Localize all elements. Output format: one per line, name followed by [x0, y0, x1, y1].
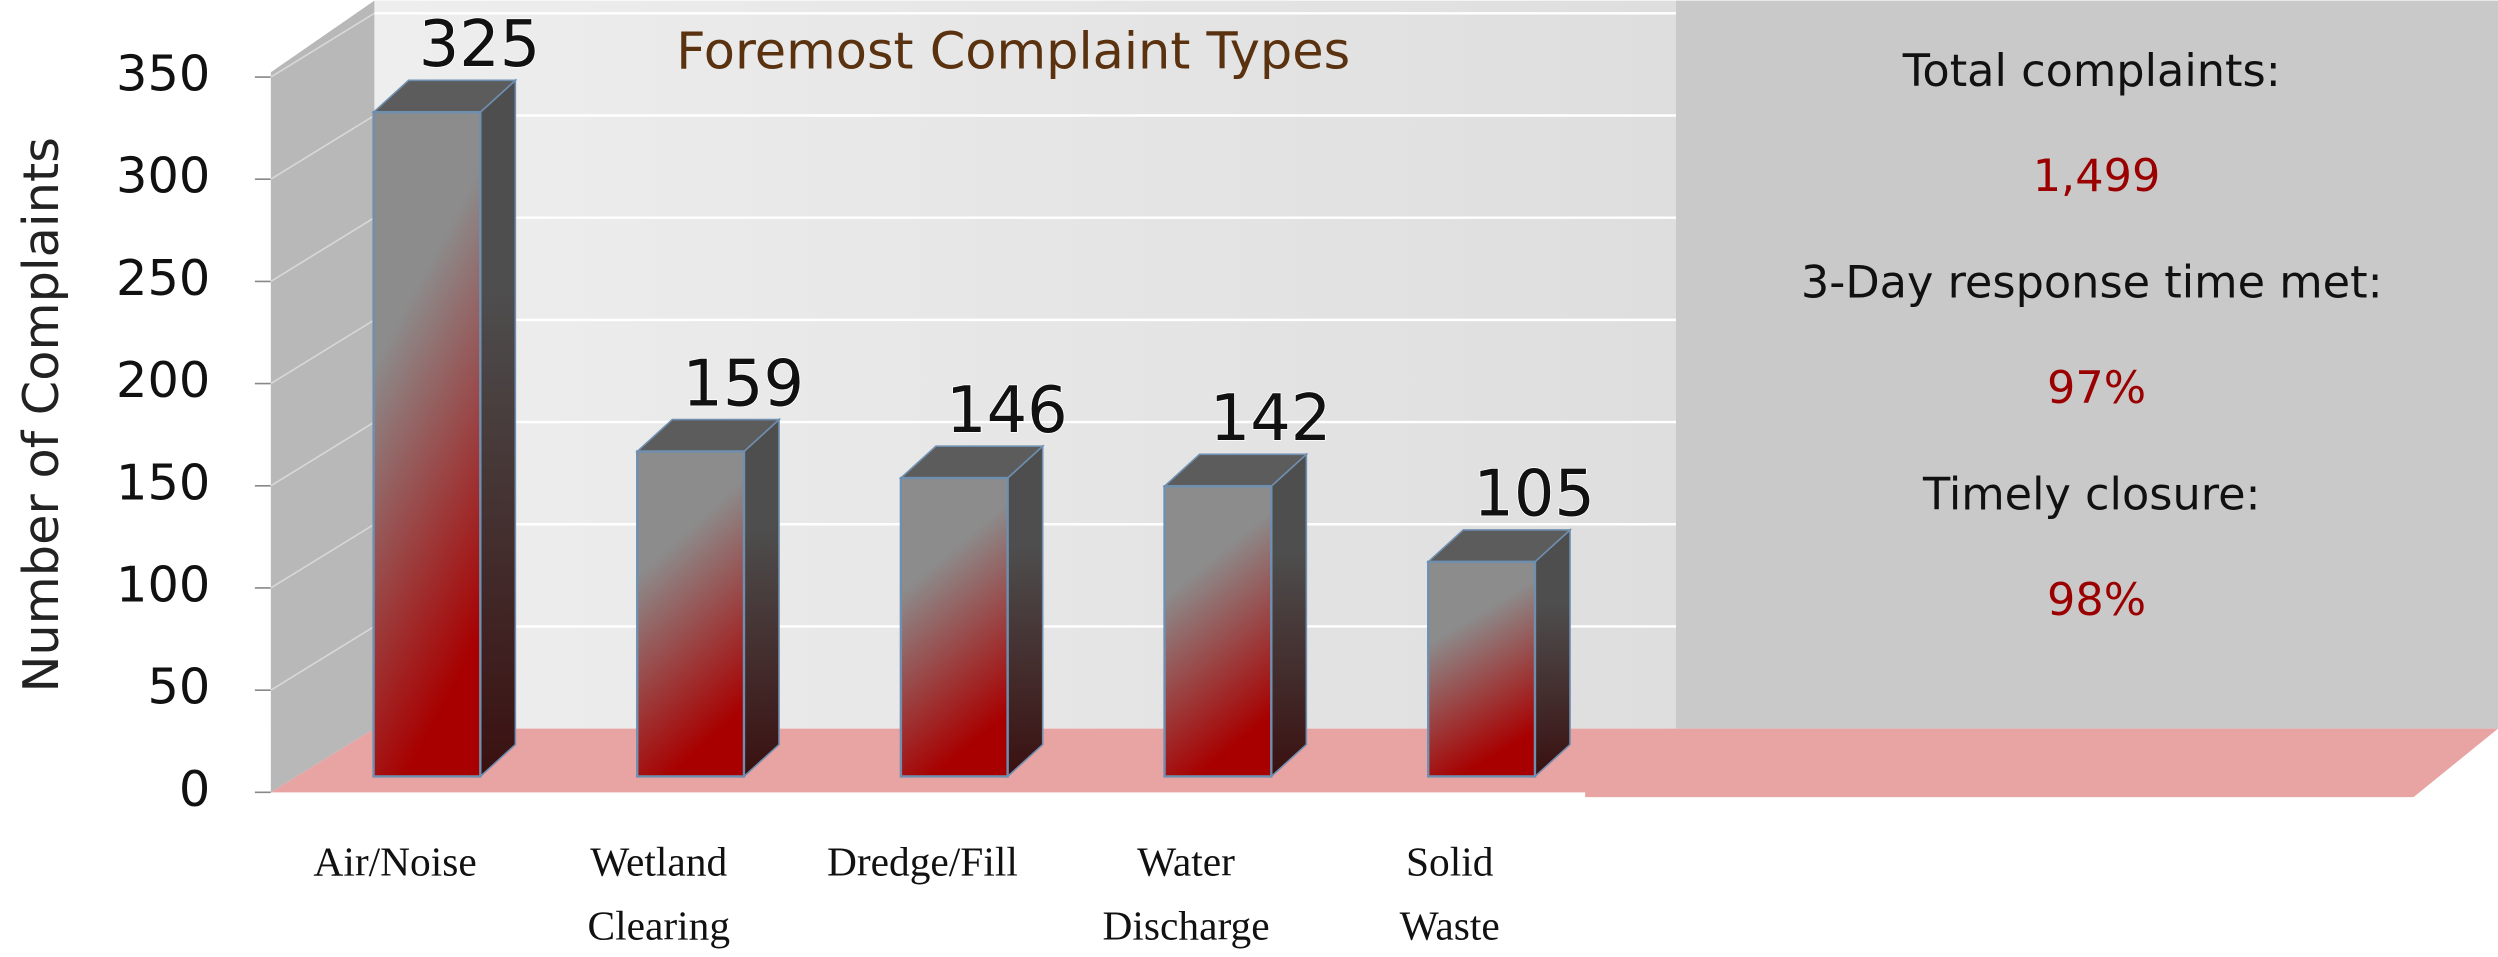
y-tick-label: 350	[116, 45, 210, 103]
stat-label: Total complaints:	[1902, 45, 2281, 97]
grid-line	[270, 421, 375, 487]
y-tick-label: 150	[116, 453, 210, 511]
stat-label: 3-Day response time met:	[1801, 257, 2383, 309]
grid-line	[270, 625, 375, 691]
value-label: 325	[419, 8, 541, 82]
grid-line	[270, 114, 375, 180]
bar	[1427, 560, 1537, 778]
chart-title: Foremost Complaint Types	[676, 23, 1350, 82]
y-tick-label: 200	[116, 351, 210, 409]
y-tick-label: 0	[179, 760, 210, 818]
bars: 325 159 146 142 105	[371, 7, 1596, 779]
value-label: 142	[1210, 382, 1332, 456]
bar	[899, 476, 1009, 778]
floor	[270, 728, 2498, 798]
y-tick-label: 300	[116, 147, 210, 205]
value-label: 146	[946, 374, 1068, 448]
value-label: 159	[682, 347, 804, 421]
bar-side	[479, 78, 517, 779]
bar	[1163, 485, 1273, 778]
stat-value: 98%	[2047, 574, 2146, 626]
stats: Total complaints: 1,499 3-Day response tim…	[1801, 45, 2383, 626]
x-tick-label: Wetland Clearing	[587, 838, 730, 948]
y-tick-label: 50	[147, 658, 210, 716]
side-wall	[270, 0, 375, 793]
bar-side	[743, 417, 780, 779]
stats-panel	[1675, 0, 2498, 729]
x-tick-label: Dredge/Fill	[827, 838, 1018, 884]
x-tick-label: Air/Noise	[313, 838, 476, 884]
bar	[372, 111, 482, 778]
stat-value: 97%	[2047, 362, 2146, 414]
grid-line	[270, 12, 375, 78]
value-label: 105	[1473, 458, 1595, 532]
bar	[636, 450, 746, 778]
y-axis-label: Number of Complaints	[12, 137, 70, 693]
y-tick-label: 100	[116, 555, 210, 613]
x-tick-label: Solid Waste	[1400, 838, 1500, 948]
grid-line	[270, 523, 375, 589]
x-tick-label: Water Discharge	[1103, 838, 1270, 948]
bar-side	[1270, 452, 1308, 779]
stat-label: Timely closure:	[1922, 469, 2261, 521]
grid-line	[270, 319, 375, 385]
stat-value: 1,499	[2033, 150, 2161, 202]
y-tick-label: 250	[116, 249, 210, 307]
bar-side	[1534, 528, 1571, 779]
grid-line	[270, 217, 375, 283]
bar-side	[1006, 444, 1044, 779]
